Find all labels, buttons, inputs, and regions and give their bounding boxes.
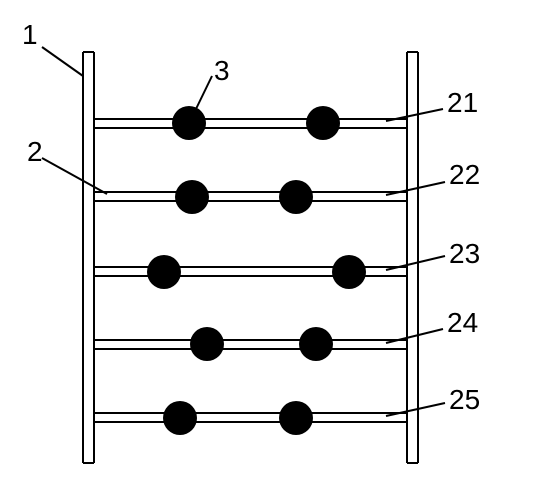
bead-dot (147, 255, 181, 289)
figure-diagram: 1232122232425 (0, 0, 542, 502)
bead-dot (190, 327, 224, 361)
bead-dot (163, 401, 197, 435)
vertical-posts (83, 52, 418, 463)
label-25: 25 (449, 384, 480, 415)
bead-dot (172, 106, 206, 140)
leader-line-2 (42, 158, 107, 194)
label-2: 2 (27, 136, 43, 167)
leader-line-24 (386, 329, 443, 343)
leader-lines (42, 47, 445, 416)
bead-dot (279, 401, 313, 435)
label-21: 21 (447, 87, 478, 118)
label-3: 3 (214, 55, 230, 86)
callout-labels: 1232122232425 (22, 19, 480, 415)
bead-dots (147, 106, 366, 435)
leader-line-22 (386, 182, 445, 195)
bead-dot (299, 327, 333, 361)
label-1: 1 (22, 19, 38, 50)
leader-line-3 (195, 76, 212, 111)
bead-dot (279, 180, 313, 214)
label-24: 24 (447, 307, 478, 338)
label-22: 22 (449, 159, 480, 190)
bead-dot (175, 180, 209, 214)
bead-dot (306, 106, 340, 140)
label-23: 23 (449, 238, 480, 269)
leader-line-25 (386, 403, 445, 416)
leader-line-23 (386, 256, 445, 270)
bead-dot (332, 255, 366, 289)
leader-line-21 (386, 109, 443, 121)
leader-line-1 (42, 47, 83, 76)
